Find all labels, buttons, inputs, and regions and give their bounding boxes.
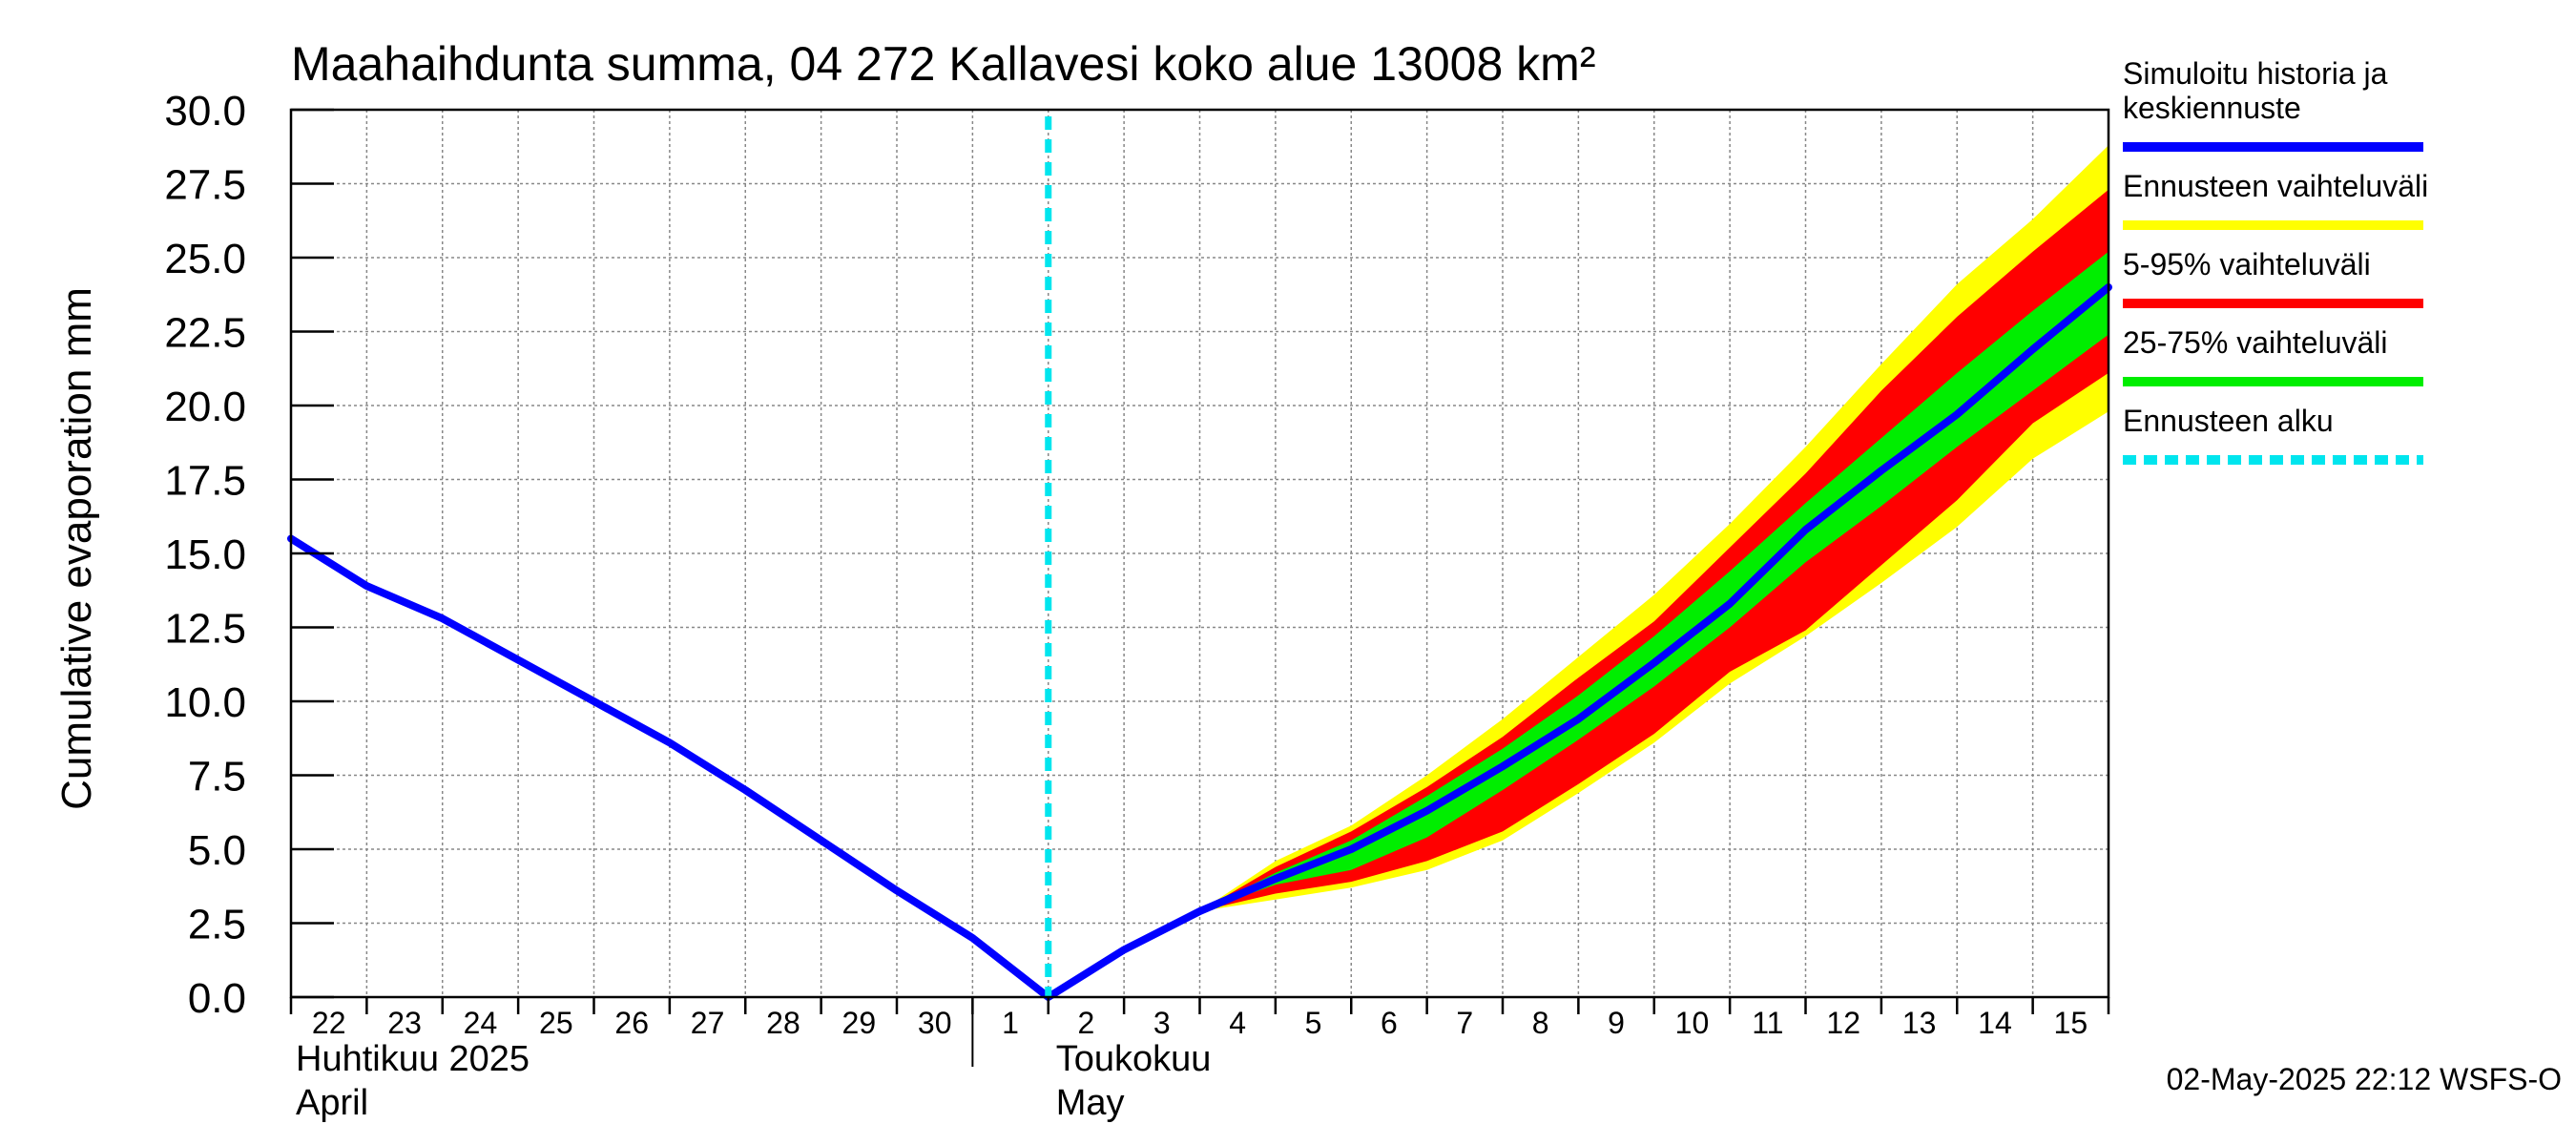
x-tick-label: 8 [1532,1006,1549,1040]
legend-label: Ennusteen alku [2123,404,2334,438]
y-tick-label: 0.0 [188,975,246,1022]
x-tick-label: 3 [1153,1006,1171,1040]
x-tick-label: 11 [1752,1006,1783,1040]
x-tick-label: 26 [614,1006,649,1040]
axes: 0.0 2.5 5.0 7.5 10.0 12.5 15.0 17.5 20.0 22.5 25.0… [164,88,2110,1123]
y-tick-label: 25.0 [164,236,246,282]
month-label-english: April [296,1083,368,1123]
y-tick-label: 15.0 [164,531,246,578]
month-label: Toukokuu [1056,1039,1212,1079]
x-tick-label: 28 [766,1006,800,1040]
x-tick-label: 1 [1002,1006,1019,1040]
x-tick-label: 13 [1902,1006,1937,1040]
timestamp: 02-May-2025 22:12 WSFS-O [2167,1062,2562,1096]
x-tick-label: 22 [312,1006,346,1040]
x-tick-label: 29 [842,1006,877,1040]
forecast-bands [1199,145,2109,912]
legend-label: Ennusteen vaihteluväli [2123,169,2428,203]
y-tick-label: 10.0 [164,679,246,726]
x-tick-label: 10 [1675,1006,1710,1040]
legend-label: 25-75% vaihteluväli [2123,325,2388,360]
series [287,116,2112,1001]
month-label: Huhtikuu 2025 [296,1039,530,1079]
x-tick-label: 27 [691,1006,725,1040]
y-axis-label: Cumulative evaporation mm [53,287,100,810]
x-tick-label: 15 [2054,1006,2088,1040]
x-tick-label: 2 [1078,1006,1095,1040]
y-tick-label: 17.5 [164,458,246,505]
x-tick-label: 4 [1229,1006,1246,1040]
y-tick-label: 5.0 [188,827,246,874]
y-tick-label: 7.5 [188,754,246,801]
y-tick-label: 2.5 [188,902,246,948]
legend-label: keskiennuste [2123,91,2301,125]
y-tick-label: 22.5 [164,310,246,357]
x-tick-label: 14 [1978,1006,2012,1040]
x-tick-label: 12 [1826,1006,1860,1040]
x-tick-label: 5 [1305,1006,1322,1040]
x-tick-label: 6 [1381,1006,1398,1040]
y-tick-label: 27.5 [164,162,246,209]
legend-label: Simuloitu historia ja [2123,56,2388,91]
band-area [1199,145,2109,912]
x-tick-label: 30 [918,1006,952,1040]
chart-title: Maahaihdunta summa, 04 272 Kallavesi kok… [291,37,1595,91]
x-tick-label: 23 [387,1006,422,1040]
series-line [287,283,2112,1001]
x-tick-label: 24 [464,1006,498,1040]
month-label-english: May [1056,1083,1125,1123]
x-tick-label: 9 [1608,1006,1625,1040]
y-tick-label: 12.5 [164,606,246,653]
legend-label: 5-95% vaihteluväli [2123,247,2371,281]
x-tick-label: 7 [1456,1006,1473,1040]
x-tick-label: 25 [539,1006,573,1040]
y-tick-label: 30.0 [164,88,246,135]
y-tick-label: 20.0 [164,384,246,430]
